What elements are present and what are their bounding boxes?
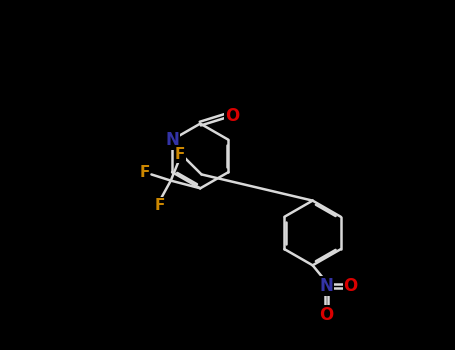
- Text: F: F: [139, 166, 150, 180]
- Text: O: O: [319, 306, 334, 324]
- Text: O: O: [344, 277, 358, 295]
- Text: F: F: [175, 147, 185, 162]
- Text: N: N: [165, 131, 179, 149]
- Text: O: O: [225, 107, 239, 125]
- Text: N: N: [319, 277, 334, 295]
- Text: F: F: [155, 198, 165, 213]
